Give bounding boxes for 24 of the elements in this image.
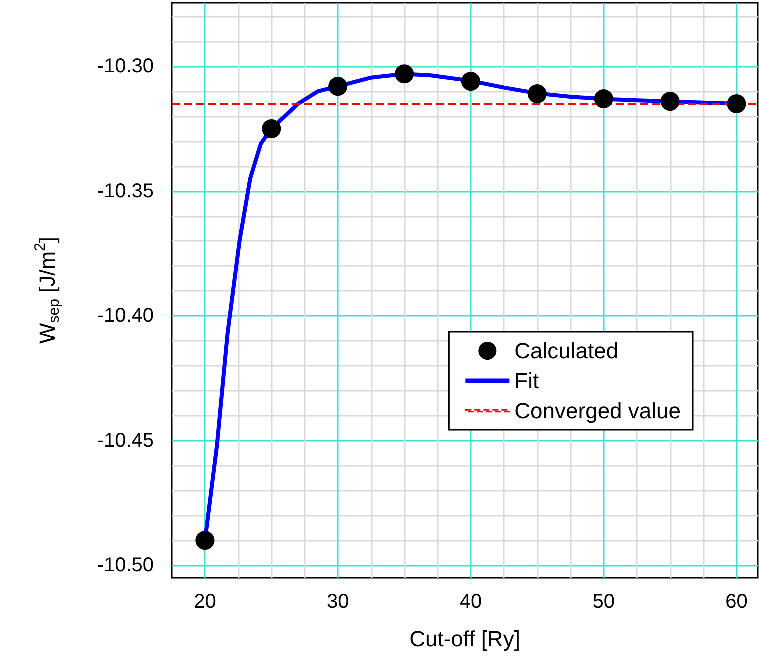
y-tick-label: -10.45 bbox=[97, 430, 154, 452]
y-tick-label: -10.30 bbox=[97, 56, 154, 78]
point bbox=[328, 77, 348, 96]
x-tick-label: 50 bbox=[592, 591, 615, 613]
x-tick-label: 30 bbox=[326, 591, 350, 613]
y-tick-label: -10.35 bbox=[97, 180, 154, 202]
y-axis-title: Wsep [J/m2] bbox=[32, 236, 63, 344]
point bbox=[262, 119, 282, 138]
point bbox=[196, 531, 215, 550]
x-tick-label: 40 bbox=[460, 591, 482, 613]
point bbox=[395, 64, 414, 84]
point bbox=[528, 84, 547, 104]
x-axis-title: Cut-off [Ry] bbox=[410, 626, 520, 652]
legend-label: Calculated bbox=[514, 338, 619, 364]
y-tick-label: -10.40 bbox=[97, 305, 154, 328]
x-tick-label: 20 bbox=[194, 591, 216, 613]
legend-label: Fit bbox=[514, 368, 540, 394]
point bbox=[727, 94, 746, 114]
point bbox=[660, 92, 680, 112]
point bbox=[462, 72, 480, 92]
legend-label: Converged value bbox=[514, 398, 682, 424]
point bbox=[594, 90, 614, 109]
x-tick-label: 60 bbox=[726, 591, 748, 613]
y-tick-label: -10.50 bbox=[97, 554, 154, 577]
